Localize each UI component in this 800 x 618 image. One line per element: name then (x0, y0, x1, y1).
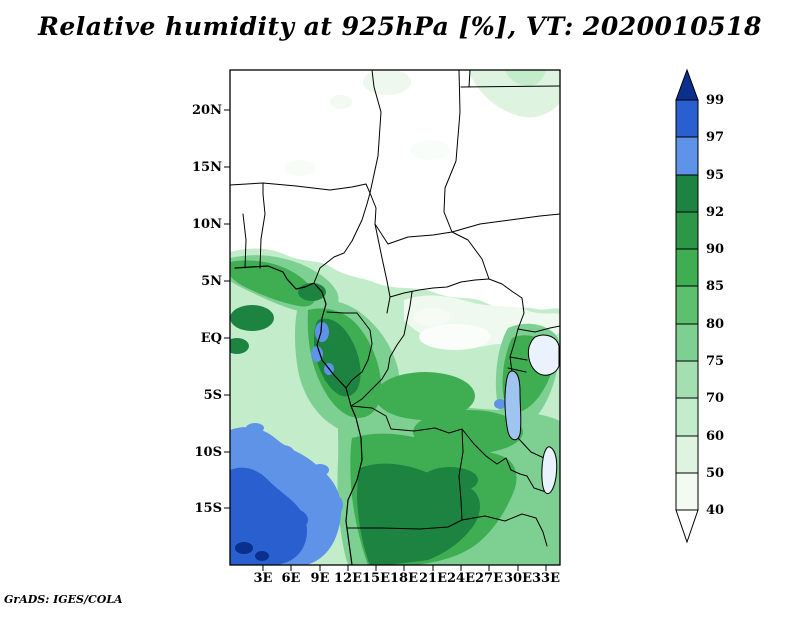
x-tick-label: 9E (311, 571, 330, 586)
x-tick-label: 18E (390, 571, 418, 586)
lake-malawi (541, 446, 558, 495)
x-axis-labels: 3E 6E 9E 12E 15E 18E 21E 24E 27E 30E 33E (254, 571, 561, 586)
colorbar-segment (675, 211, 699, 250)
country-borders (230, 70, 560, 565)
colorbar-tick-label: 92 (706, 205, 724, 220)
colorbar-tick-label: 75 (706, 354, 724, 369)
y-tick-label: 15S (195, 501, 222, 516)
y-tick-label: 20N (192, 103, 222, 118)
lake-victoria (527, 334, 560, 376)
x-tick-label: 33E (532, 571, 560, 586)
x-tick-label: 12E (334, 571, 362, 586)
colorbar-tick-label: 40 (706, 503, 724, 518)
colorbar-segment (675, 397, 699, 437)
x-tick-label: 30E (504, 571, 532, 586)
colorbar-segment (675, 136, 699, 176)
colorbar-tick-label: 80 (706, 317, 724, 332)
colorbar-tick-label: 99 (706, 93, 724, 108)
colorbar-segment (675, 435, 699, 474)
colorbar-segment (675, 99, 699, 138)
y-axis-labels: 20N 15N 10N 5N EQ 5S 10S 15S (192, 103, 222, 516)
x-tick-label: 3E (254, 571, 273, 586)
colorbar-tick-label: 90 (706, 242, 724, 257)
coastline (234, 265, 363, 565)
colorbar-segment (675, 360, 699, 399)
colorbar-segment (675, 174, 699, 213)
humidity-fill-layer (230, 70, 560, 565)
colorbar-segment (675, 248, 699, 287)
colorbar-arrow-top (675, 68, 699, 101)
colorbar-labels: 99 97 95 92 90 85 80 75 70 60 50 40 (706, 93, 724, 518)
colorbar-tick-label: 70 (706, 391, 724, 406)
y-tick-label: 15N (192, 160, 222, 175)
colorbar-arrow-bottom (675, 509, 699, 544)
y-axis-ticks (224, 109, 230, 509)
colorbar-tick-label: 97 (706, 130, 724, 145)
y-tick-label: 10S (195, 445, 222, 460)
lake-tanganyika (504, 370, 522, 441)
x-tick-label: 6E (282, 571, 301, 586)
y-tick-label: 5N (201, 274, 222, 289)
colorbar-tick-label: 50 (706, 466, 724, 481)
x-tick-label: 27E (475, 571, 503, 586)
colorbar-tick-label: 60 (706, 429, 724, 444)
y-tick-label: EQ (201, 331, 222, 346)
x-tick-label: 24E (447, 571, 475, 586)
x-axis-ticks (262, 565, 547, 571)
x-tick-label: 21E (419, 571, 447, 586)
y-tick-label: 5S (204, 388, 222, 403)
colorbar-tick-label: 85 (706, 279, 724, 294)
colorbar-tick-label: 95 (706, 168, 724, 183)
plot-title: Relative humidity at 925hPa [%], VT: 202… (38, 12, 762, 41)
grads-credit: GrADS: IGES/COLA (4, 593, 123, 606)
colorbar-segment (675, 285, 699, 325)
map-frame (229, 69, 561, 566)
x-tick-label: 15E (362, 571, 390, 586)
colorbar-segment (675, 323, 699, 362)
colorbar (675, 68, 699, 544)
colorbar-segment (675, 472, 699, 511)
y-tick-label: 10N (192, 217, 222, 232)
